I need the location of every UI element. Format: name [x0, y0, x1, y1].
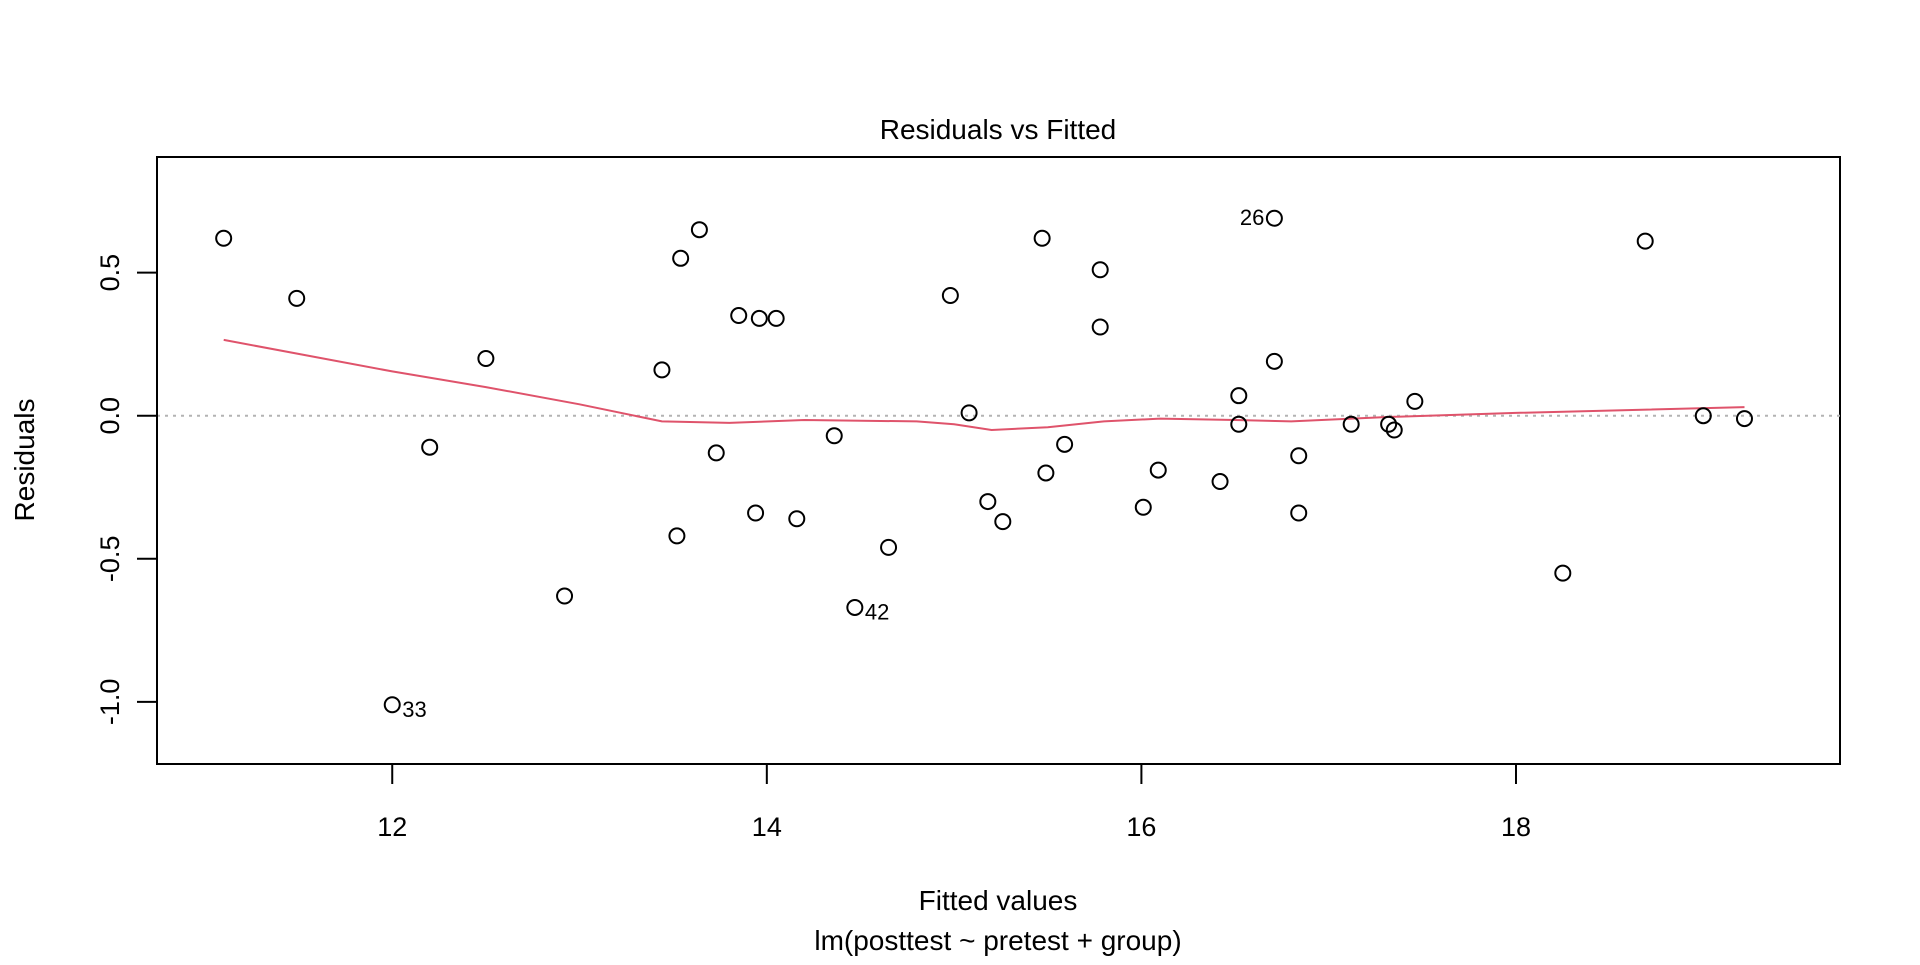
y-tick-label: 0.0 [95, 397, 125, 435]
data-point [1230, 387, 1248, 405]
x-axis: 12 14 16 18 [377, 763, 1531, 842]
y-axis-label: Residuals [9, 399, 40, 522]
data-point [1033, 229, 1051, 247]
x-tick-label: 16 [1126, 812, 1156, 842]
x-tick-label: 18 [1501, 812, 1531, 842]
data-point [1056, 435, 1074, 453]
data-point [421, 438, 439, 456]
data-point [747, 504, 765, 522]
data-point [1380, 415, 1398, 433]
chart-title: Residuals vs Fitted [880, 114, 1117, 145]
data-point [788, 510, 806, 528]
data-point [556, 587, 574, 605]
data-point [730, 307, 748, 325]
data-point [672, 249, 690, 267]
x-tick-label: 14 [752, 812, 782, 842]
data-point [668, 527, 686, 545]
y-tick-label: -0.5 [95, 536, 125, 583]
data-point [690, 221, 708, 239]
data-point [941, 287, 959, 305]
smoother [223, 338, 1745, 432]
data-point [750, 309, 768, 327]
data-point [1037, 464, 1055, 482]
data-point [1230, 415, 1248, 433]
plot-frame [156, 156, 1841, 765]
data-point [1694, 407, 1712, 425]
data-point [1134, 498, 1152, 516]
data-point [288, 289, 306, 307]
data-point [1091, 261, 1109, 279]
x-tick-label: 12 [377, 812, 407, 842]
smoother-line [223, 338, 1745, 432]
data-point [880, 538, 898, 556]
data-point [1265, 352, 1283, 370]
x-axis-label: Fitted values [919, 885, 1078, 916]
data-point [1385, 421, 1403, 439]
data-point [707, 444, 725, 462]
data-point [1149, 461, 1167, 479]
y-tick-label: -1.0 [95, 679, 125, 726]
data-point [1211, 473, 1229, 491]
data-point [960, 404, 978, 422]
subtitle: lm(posttest ~ pretest + group) [814, 925, 1181, 956]
data-point [383, 696, 401, 714]
data-point [1636, 232, 1654, 250]
data-point [1265, 209, 1283, 227]
point-label: 26 [1240, 205, 1264, 230]
data-point [1342, 415, 1360, 433]
data-point [1091, 318, 1109, 336]
point-label: 33 [402, 697, 426, 722]
y-tick-label: 0.5 [95, 254, 125, 292]
data-point [767, 309, 785, 327]
data-point [979, 493, 997, 511]
data-point [1554, 564, 1572, 582]
points: 33 42 26 [215, 205, 1753, 722]
data-point [1290, 447, 1308, 465]
data-point [846, 598, 864, 616]
data-point [994, 513, 1012, 531]
data-point [1406, 392, 1424, 410]
y-axis: -1.0 -0.5 0.0 0.5 [95, 254, 158, 726]
data-point [477, 349, 495, 367]
data-point [215, 229, 233, 247]
data-point [1290, 504, 1308, 522]
data-point [1735, 410, 1753, 428]
data-point [653, 361, 671, 379]
data-point [825, 427, 843, 445]
point-label: 42 [865, 599, 889, 624]
